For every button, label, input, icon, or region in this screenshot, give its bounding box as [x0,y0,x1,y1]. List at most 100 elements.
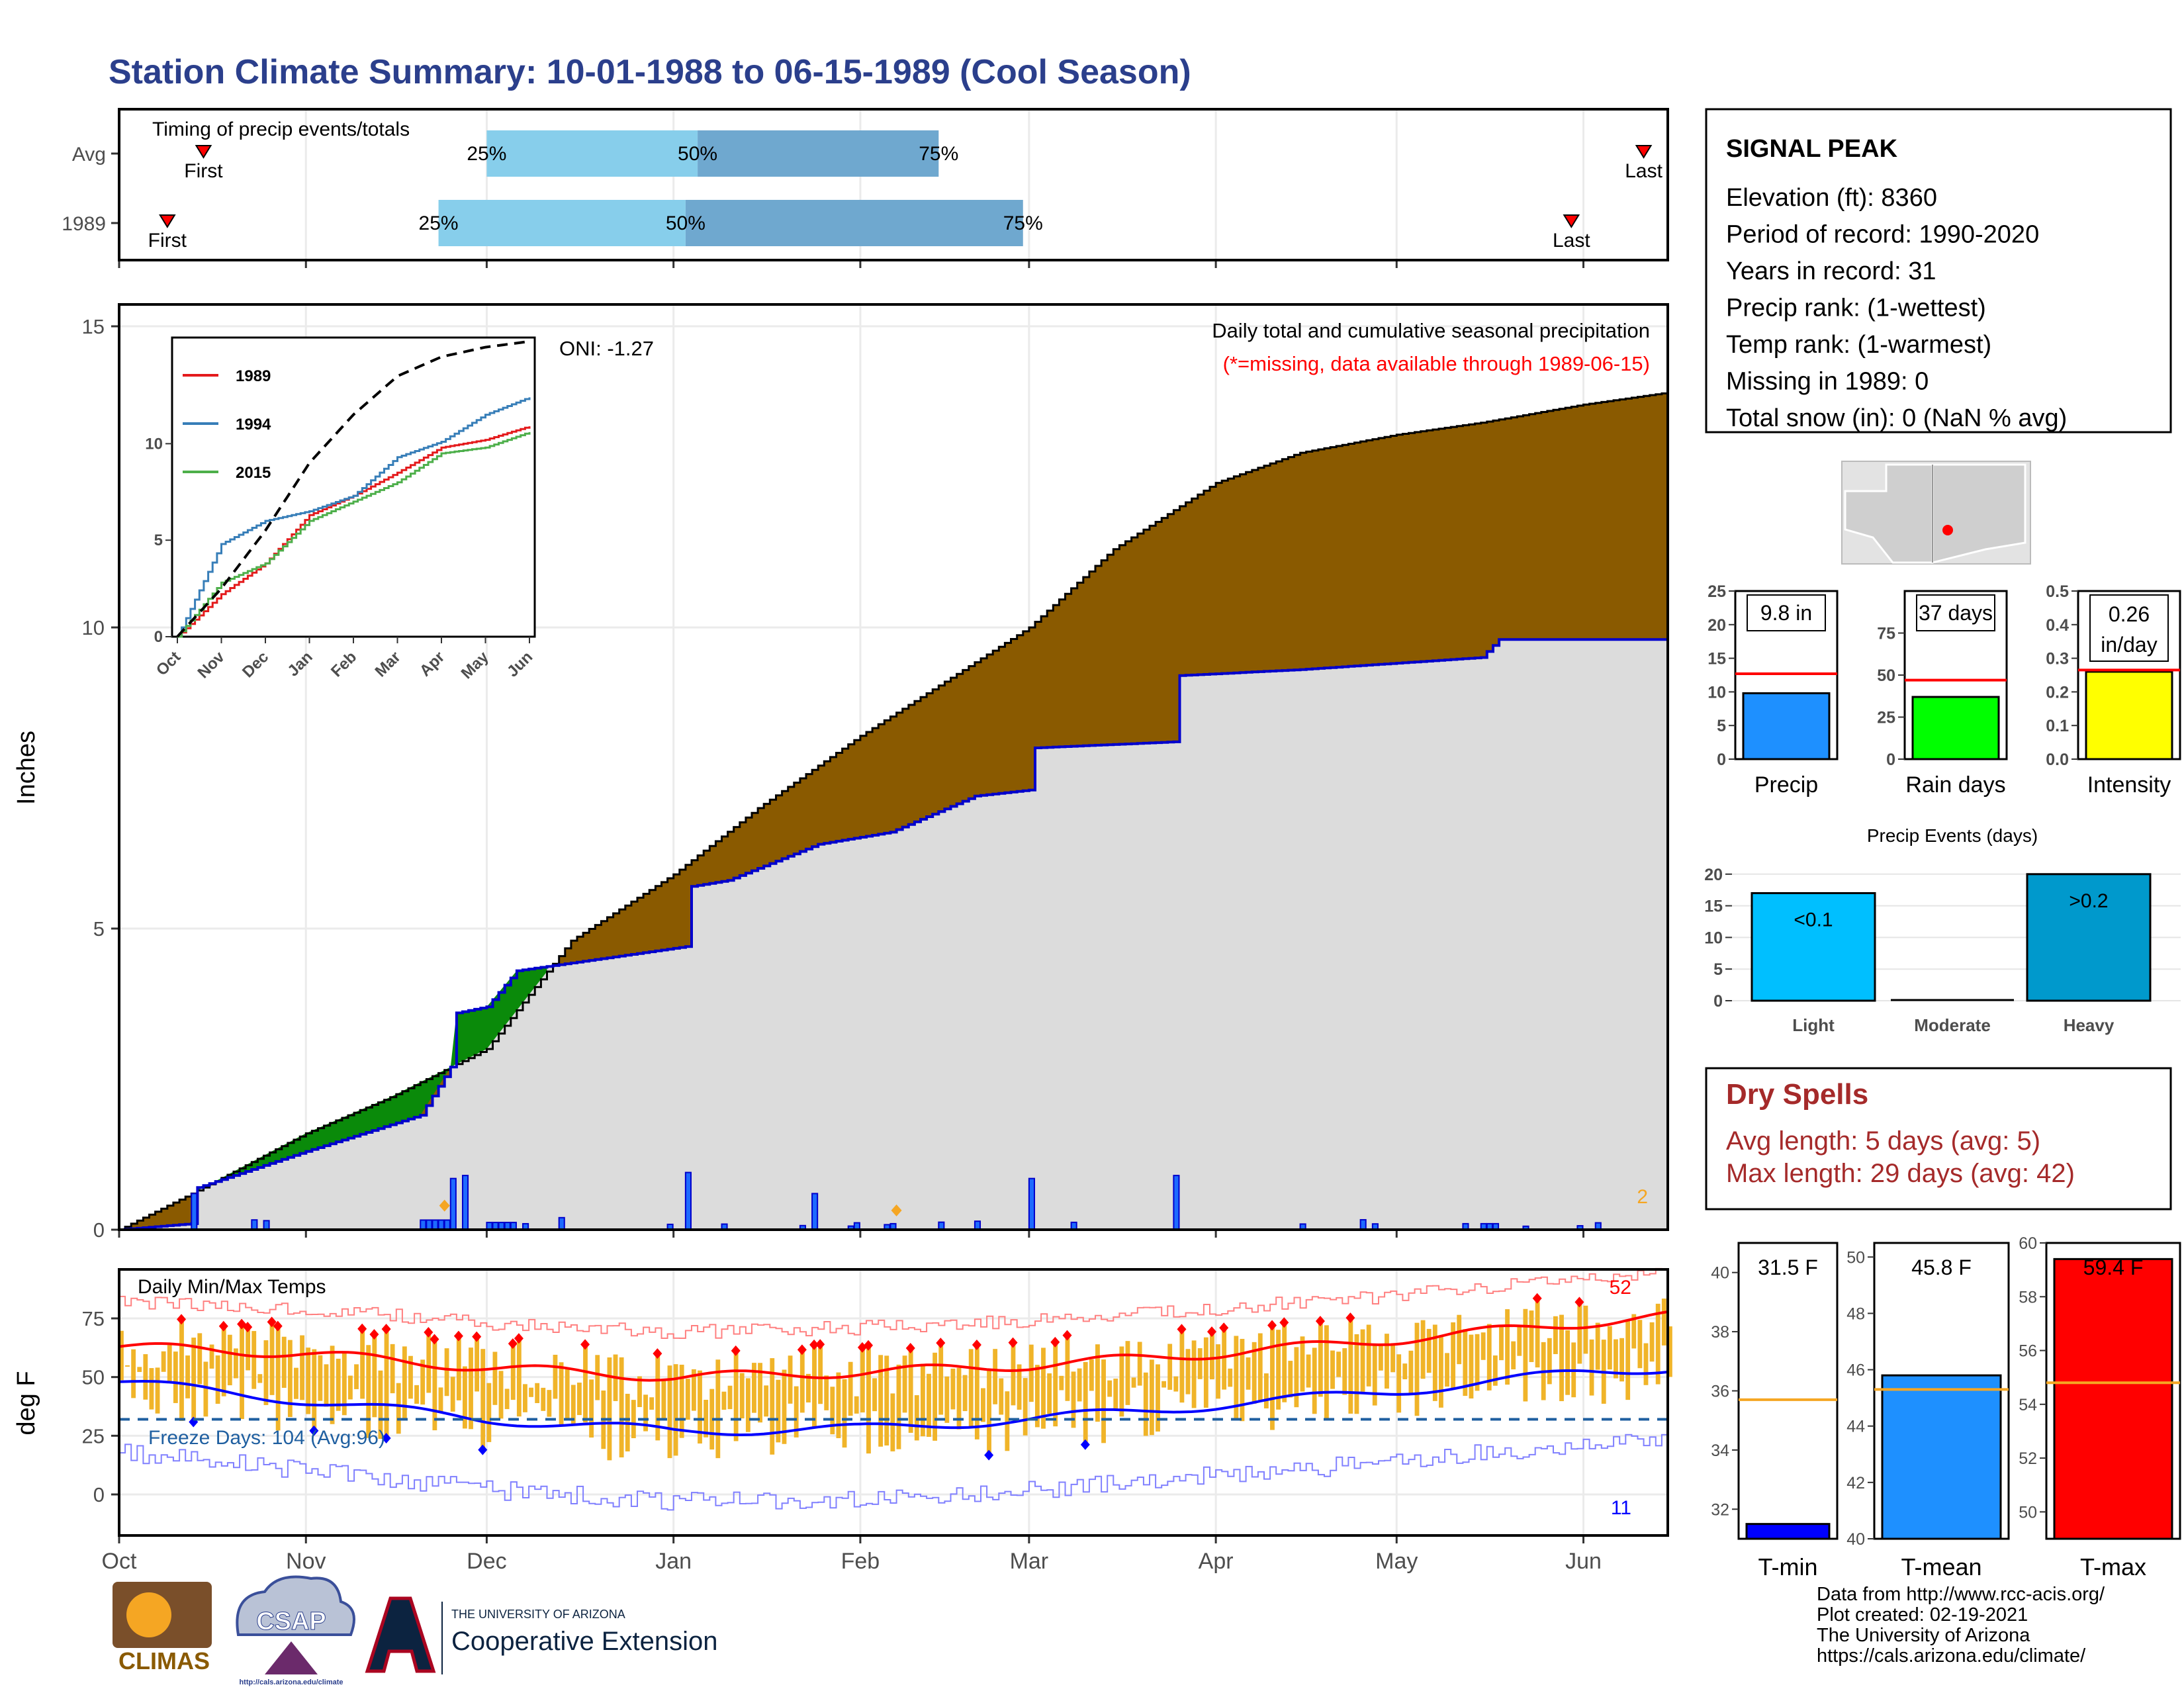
record-high-marker [514,1333,523,1344]
daily-temp-bar [486,1383,492,1442]
daily-temp-bar [179,1319,184,1421]
daily-precip-bar [191,1193,198,1231]
daily-precip-bar [461,1175,469,1230]
daily-temp-bar [1637,1320,1643,1369]
daily-temp-bar [1034,1365,1040,1428]
temp-panel-title: Daily Min/Max Temps [138,1276,326,1298]
temp-summary-y-label: 36 [1711,1383,1729,1401]
daily-temp-bar [1119,1346,1124,1417]
summary-y-label: 50 [1877,666,1895,685]
temp-summary-value: 45.8 F [1911,1256,1972,1279]
daily-temp-bar [294,1367,298,1399]
daily-temp-bar [209,1344,214,1369]
daily-temp-bar [1445,1353,1449,1387]
daily-temp-bar [1324,1325,1329,1421]
daily-temp-bar [1028,1344,1034,1402]
daily-temp-bar [420,1359,426,1405]
daily-temp-bar [444,1348,449,1396]
precip-subtitle: Daily total and cumulative seasonal prec… [1212,319,1650,342]
inset-y-label: 0 [154,628,163,646]
station-name: SIGNAL PEAK [1726,135,1898,163]
inset-legend-label: 2015 [236,464,271,482]
daily-temp-bar [1167,1344,1173,1390]
summary-y-label: 10 [1707,683,1726,702]
daily-temp-bar [263,1340,269,1405]
temp-y-axis-title: deg F [13,1371,40,1435]
summary-value-bar [2085,670,2173,760]
month-label: Jun [1565,1549,1602,1574]
daily-temp-bar [1589,1339,1594,1396]
daily-temp-bar [1234,1336,1239,1421]
month-label: Feb [841,1549,880,1574]
timing-first-label: First [184,160,223,182]
record-high-marker [424,1326,433,1338]
summary-value-text: 0.26 [2109,602,2150,626]
daily-temp-bar [721,1391,727,1410]
record-high-marker [1574,1297,1584,1308]
daily-temp-bar [1041,1348,1046,1429]
daily-temp-bar [523,1384,527,1412]
daily-temp-bar [1336,1351,1342,1377]
timing-panel-frame [118,108,1669,261]
daily-temp-bar [1414,1322,1420,1416]
daily-temp-bar [704,1399,709,1438]
daily-temp-bar [570,1385,576,1424]
daily-temp-bar [1486,1324,1492,1391]
precip-events-y-label: 5 [1713,960,1723,979]
daily-temp-bar [1625,1321,1631,1400]
precip-y-axis-title: Inches [13,731,40,805]
daily-temp-bar [709,1389,715,1450]
daily-temp-bar [240,1324,244,1420]
daily-temp-bar [1240,1338,1245,1422]
temp-summary-y-label: 34 [1711,1441,1729,1460]
freeze-days-label: Freeze Days: 104 (Avg:96) [148,1427,385,1449]
daily-temp-bar [498,1371,504,1419]
record-high-marker [936,1338,946,1349]
summary-bar-label: Rain days [1905,772,2005,798]
daily-temp-bar [480,1349,486,1450]
daily-temp-bar [318,1355,323,1401]
daily-temp-bar [830,1387,835,1435]
credit-line: The University of Arizona [1817,1625,2030,1646]
daily-temp-bar [1649,1322,1655,1362]
daily-temp-bar [475,1336,480,1392]
daily-temp-bar [1185,1349,1191,1394]
summary-value-box [1916,594,1995,631]
daily-temp-bar [402,1346,407,1420]
daily-temp-bar [559,1362,564,1426]
daily-temp-bar [1294,1347,1299,1408]
daily-temp-bar [1668,1326,1672,1377]
daily-temp-bar [396,1383,401,1434]
record-high-marker [218,1320,228,1332]
daily-temp-bar [673,1364,678,1456]
daily-temp-bar [745,1378,751,1432]
missing-marker [891,1204,902,1216]
daily-temp-bar [691,1369,696,1411]
record-high-marker [273,1320,283,1332]
record-high-marker [653,1348,662,1359]
daily-temp-bar [890,1393,895,1451]
record-low-marker [478,1444,488,1455]
timing-last-label: Last [1553,230,1590,251]
precip-events-bar-label: <0.1 [1794,909,1833,931]
summary-y-label: 20 [1707,616,1726,635]
daily-temp-bar [1263,1373,1269,1409]
daily-temp-bar [1222,1328,1227,1390]
month-label: May [1375,1549,1418,1574]
daily-temp-bar [1210,1332,1214,1380]
temp-summary-label: T-max [2080,1553,2146,1580]
inset-average-line [176,340,530,638]
temp-y-label: 50 [82,1366,105,1389]
temp-summary-y-label: 54 [2019,1396,2037,1414]
daily-temp-bar [1595,1322,1600,1370]
daily-precip-bar [811,1193,819,1231]
csap-logo-mountain [265,1641,318,1674]
daily-temp-bar [469,1348,473,1430]
daily-temp-bar [1306,1354,1311,1388]
daily-temp-bar [1643,1343,1649,1385]
daily-temp-bar [287,1340,293,1418]
daily-temp-bar [510,1344,516,1400]
temp-summary-y-label: 50 [1846,1248,1865,1267]
daily-precip-bar [251,1219,258,1231]
daily-temp-bar [914,1395,919,1441]
